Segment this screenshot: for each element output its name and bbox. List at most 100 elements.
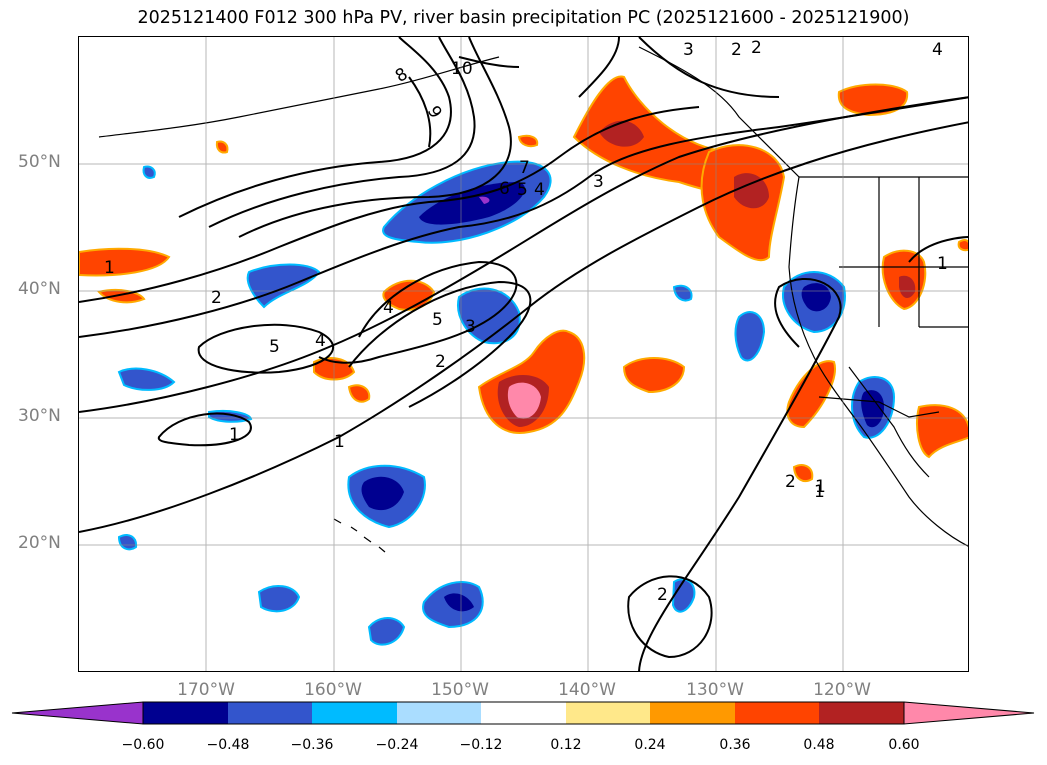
pv-contour-7 xyxy=(208,37,476,228)
precip-blob-orange-small-2 xyxy=(517,134,539,148)
lon-label-150w: 150°W xyxy=(431,680,489,700)
pv-label-5-gulf: 5 xyxy=(517,180,528,200)
pv-contour-9 xyxy=(408,76,432,148)
precip-negative-anomalies xyxy=(117,160,896,646)
colorbar-tick-6: 0.12 xyxy=(550,737,582,753)
colorbar-tick-1: −0.60 xyxy=(121,737,165,753)
precip-blob-blue-small-3 xyxy=(734,311,766,362)
pv-label-3-ridge: 3 xyxy=(465,317,476,337)
coastline-hawaii xyxy=(333,518,386,553)
pv-contour-1-west-loop xyxy=(157,412,252,447)
pv-label-10: 10 xyxy=(451,59,473,79)
pv-label-5-loop: 5 xyxy=(269,337,280,357)
colorbar xyxy=(11,701,1035,725)
pv-contour-east-ridge xyxy=(578,37,780,98)
precip-blob-orange-sw-2 xyxy=(347,384,371,403)
coastline-aleutians xyxy=(98,56,500,138)
colorbar-tick-8: 0.36 xyxy=(719,737,751,753)
precip-blob-navy-south xyxy=(444,593,474,612)
precip-blob-navy-gulf xyxy=(419,182,525,225)
precip-blob-orange-west xyxy=(79,247,171,277)
pv-label-4-gulf: 4 xyxy=(534,180,545,200)
colorbar-segment-8 xyxy=(735,702,819,724)
colorbar-segment-6 xyxy=(566,702,650,724)
pv-contour-8 xyxy=(238,37,512,238)
colorbar-segment-3 xyxy=(312,702,397,724)
lat-label-30n: 30°N xyxy=(18,406,61,426)
colorbar-segment-9 xyxy=(819,702,904,724)
colorbar-tick-10: 0.60 xyxy=(888,737,920,753)
precip-blob-blue-small-1 xyxy=(257,585,301,613)
map-panel: 10 9 8 7 6 5 4 3 2 2 1 1 4 5 3 2 5 4 2 1… xyxy=(78,36,969,672)
coastlines xyxy=(98,46,968,553)
pv-label-7: 7 xyxy=(519,158,530,178)
map-title: 2025121400 F012 300 hPa PV, river basin … xyxy=(137,8,910,28)
pv-label-1-mid: 1 xyxy=(229,425,240,445)
lon-label-120w: 120°W xyxy=(813,680,871,700)
border-us-mexico xyxy=(818,396,940,418)
pv-label-4-top: 4 xyxy=(932,40,943,60)
pv-contour-4 xyxy=(79,106,700,303)
precip-blob-purple-gulf xyxy=(479,196,490,204)
colorbar-extend-high xyxy=(903,701,1035,725)
coastline-north-america xyxy=(638,46,968,547)
pv-contour-5-loop xyxy=(197,323,334,374)
pv-label-2-north: 2 xyxy=(751,38,762,58)
pv-label-2-top: 2 xyxy=(731,40,742,60)
pv-contour-2 xyxy=(79,96,968,413)
precip-blob-darkred-nevada xyxy=(899,275,916,299)
pv-label-5-ridge: 5 xyxy=(432,310,443,330)
pv-label-2-west: 2 xyxy=(211,288,222,308)
lat-label-40n: 40°N xyxy=(18,279,61,299)
lat-label-20n: 20°N xyxy=(18,533,61,553)
pv-label-1-baja: 1 xyxy=(814,482,825,502)
lon-label-140w: 140°W xyxy=(558,680,616,700)
pv-contours xyxy=(79,37,968,671)
pv-label-1-baja-2: 1 xyxy=(815,477,826,497)
pv-label-2-ridge: 2 xyxy=(435,352,446,372)
precip-blob-blue-small-7 xyxy=(117,534,138,551)
precip-blob-navy-socal xyxy=(801,283,831,312)
precip-blob-blue-mid xyxy=(457,287,521,345)
precip-blob-blue-small-9 xyxy=(142,165,156,179)
pv-label-8: 8 xyxy=(392,64,411,87)
precip-blob-blue-small-5 xyxy=(117,367,176,391)
precip-blob-navy-hawaii xyxy=(361,476,404,511)
pv-label-6: 6 xyxy=(499,179,510,199)
precip-blob-darkred-coast xyxy=(734,173,769,209)
precip-blob-orange-small-1 xyxy=(792,464,814,483)
colorbar-segment-4 xyxy=(397,702,481,724)
pv-label-4-ridge: 4 xyxy=(383,298,394,318)
colorbar-tick-4: −0.24 xyxy=(375,737,419,753)
precip-blob-orange-mid-east xyxy=(622,357,686,394)
pv-contour-east-1 xyxy=(908,236,968,263)
pv-label-1-nevada: 1 xyxy=(937,254,948,274)
pv-contour-6 xyxy=(178,37,452,218)
colorbar-tick-2: −0.48 xyxy=(206,737,250,753)
precip-blob-blue-small-2 xyxy=(367,617,406,646)
colorbar-tick-7: 0.24 xyxy=(634,737,666,753)
pv-label-2-baja: 2 xyxy=(785,472,796,492)
lat-label-50n: 50°N xyxy=(18,152,61,172)
pv-label-2-loop: 2 xyxy=(657,585,668,605)
colorbar-tick-5: −0.12 xyxy=(459,737,503,753)
colorbar-segment-7 xyxy=(650,702,735,724)
precip-blob-orange-mexico xyxy=(916,404,968,459)
pv-contour-10 xyxy=(458,56,520,68)
pv-label-3-north: 3 xyxy=(593,172,604,192)
precip-blob-orange-small-4 xyxy=(957,239,968,252)
colorbar-segment-5 xyxy=(481,702,566,724)
precip-blob-blue-west xyxy=(246,263,321,309)
colorbar-tick-9: 0.48 xyxy=(803,737,835,753)
pv-label-1-south: 1 xyxy=(334,432,345,452)
colorbar-segment-1 xyxy=(143,702,228,724)
pv-label-3-top: 3 xyxy=(683,40,694,60)
precip-blob-blue-small-8 xyxy=(672,284,693,302)
pv-contour-2-ridge xyxy=(348,280,532,408)
colorbar-extend-low xyxy=(11,701,144,725)
colorbar-segment-2 xyxy=(228,702,312,724)
lon-label-160w: 160°W xyxy=(304,680,362,700)
colorbar-tick-3: −0.36 xyxy=(290,737,334,753)
precip-blob-blue-small-4 xyxy=(671,578,696,613)
map-canvas: 10 9 8 7 6 5 4 3 2 2 1 1 4 5 3 2 5 4 2 1… xyxy=(79,37,968,671)
